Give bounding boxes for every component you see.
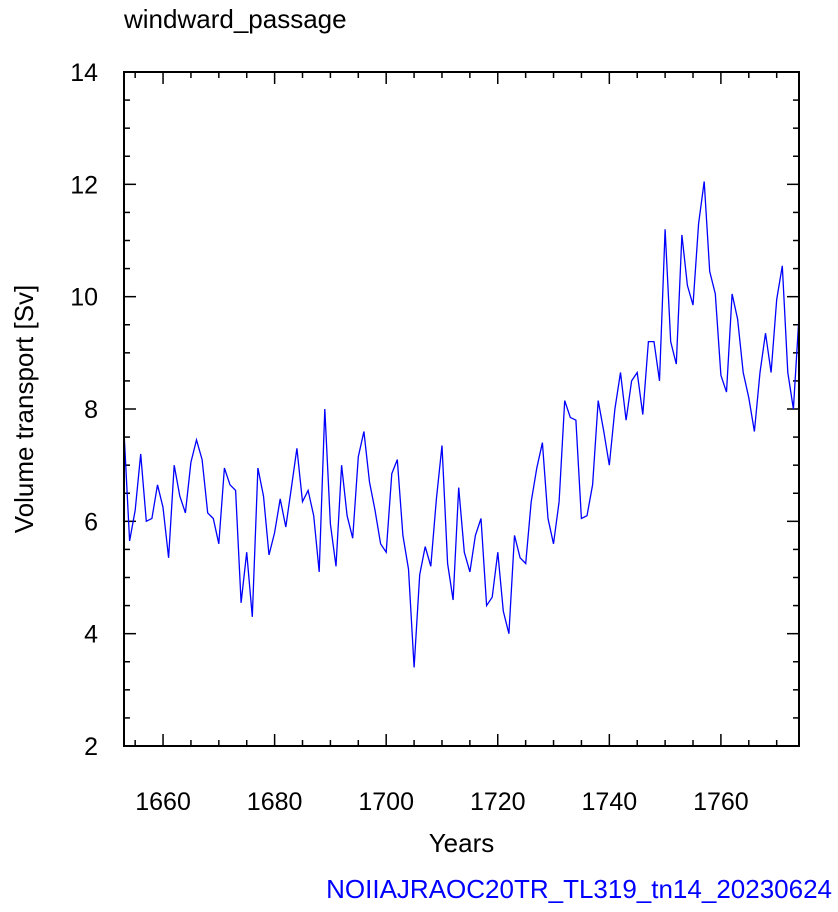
y-tick-label: 2 [84,733,98,761]
y-tick-label: 10 [70,284,98,312]
y-tick-label: 4 [84,621,98,649]
footer-run-label: NOIIAJRAOC20TR_TL319_tn14_20230624 [326,874,832,904]
x-tick-label: 1760 [693,788,749,816]
y-axis-label: Volume transport [Sv] [9,285,39,534]
x-tick-label: 1740 [582,788,638,816]
y-tick-label: 6 [84,508,98,536]
y-tick-label: 14 [70,59,98,87]
x-tick-label: 1720 [470,788,526,816]
plot-frame [123,71,800,747]
y-tick-label: 8 [84,396,98,424]
ticks-layer [124,71,799,747]
chart-title: windward_passage [123,4,347,34]
tick-labels-layer: 1660 1680 1700 1720 1740 1760 2 4 6 8 10 12 14 [70,59,749,816]
x-tick-label: 1680 [247,788,303,816]
x-tick-label: 1700 [358,788,414,816]
series-line [123,181,800,668]
y-tick-label: 12 [70,171,98,199]
x-tick-label: 1660 [135,788,191,816]
x-axis-label: Years [429,828,495,858]
